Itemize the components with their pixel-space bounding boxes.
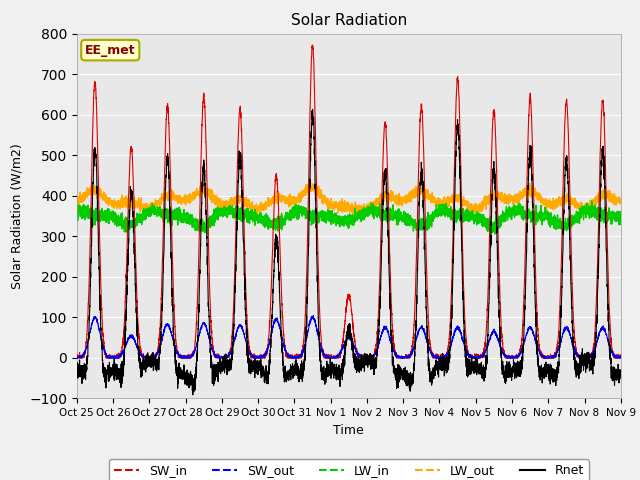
LW_in [616,221,624,227]
SW_in [441,355,449,361]
LW_out [471,201,479,206]
Line: LW_out: LW_out [77,183,621,217]
Line: SW_out: SW_out [77,315,621,358]
SW_in [308,42,316,48]
SW_out [310,312,317,318]
Line: LW_in: LW_in [77,201,621,235]
LW_out [502,199,509,205]
SW_out [441,354,449,360]
LW_in [171,212,179,218]
SW_out [616,355,624,361]
LW_out [171,193,179,199]
SW_out [329,355,337,360]
LW_in [588,198,596,204]
Rnet [329,370,337,375]
Line: SW_in: SW_in [77,45,621,358]
SW_out [471,355,479,361]
Rnet [616,373,624,379]
SW_in [73,355,81,361]
Legend: SW_in, SW_out, LW_in, LW_out, Rnet: SW_in, SW_out, LW_in, LW_out, Rnet [109,459,589,480]
Rnet [502,363,509,369]
LW_in [441,209,449,215]
LW_in [73,207,81,213]
LW_out [329,204,337,210]
Y-axis label: Solar Radiation (W/m2): Solar Radiation (W/m2) [10,143,24,289]
LW_in [204,232,212,238]
Rnet [308,107,316,112]
Rnet [471,362,479,368]
SW_out [73,354,81,360]
SW_out [617,353,625,359]
X-axis label: Time: Time [333,424,364,437]
SW_in [502,355,509,361]
LW_in [617,221,625,227]
SW_out [74,355,82,361]
Line: Rnet: Rnet [77,109,621,395]
Rnet [189,392,196,398]
Text: EE_met: EE_met [85,44,136,57]
Rnet [73,368,81,374]
Rnet [171,346,179,351]
LW_out [307,180,314,186]
LW_out [358,214,365,220]
SW_out [171,343,179,348]
LW_in [471,212,479,217]
LW_in [502,218,509,224]
Title: Solar Radiation: Solar Radiation [291,13,407,28]
SW_in [171,317,179,323]
LW_out [617,200,625,205]
SW_in [471,353,479,359]
LW_out [441,199,449,205]
Rnet [441,366,449,372]
Rnet [617,376,625,382]
SW_in [616,355,624,361]
LW_out [73,196,81,202]
SW_out [502,354,509,360]
LW_in [329,216,337,222]
SW_in [617,352,625,358]
LW_out [616,199,624,205]
SW_in [329,355,337,361]
